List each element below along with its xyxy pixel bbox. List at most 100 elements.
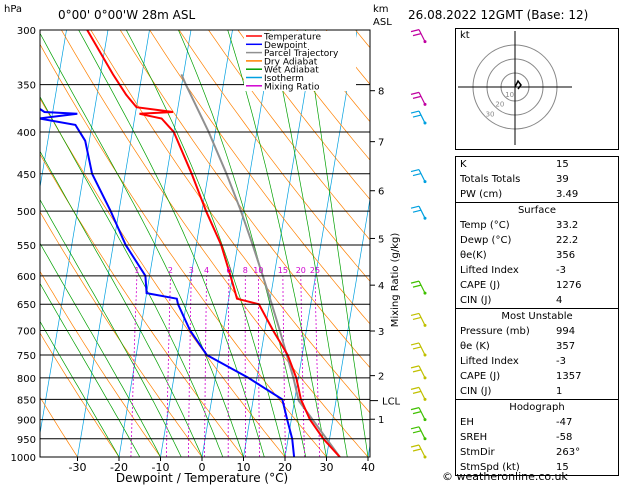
wind-barb	[410, 386, 426, 400]
mixing-ratio-label: 10	[253, 266, 263, 275]
surface-label: CAPE (J)	[460, 280, 501, 291]
isotherm-line	[118, 30, 192, 457]
plot-frame	[39, 29, 371, 458]
index-value: 39	[556, 174, 569, 185]
legend-entry: Dewpoint	[264, 41, 307, 51]
mixing-ratio-line	[258, 275, 260, 457]
km-tick-label: 6	[378, 187, 384, 198]
wet-adiabat-line	[125, 30, 286, 457]
wind-barb-dot	[423, 102, 427, 106]
surface-value: 22.2	[556, 235, 579, 246]
datetime-title: 26.08.2022 12GMT (Base: 12)	[408, 8, 589, 22]
wet-adiabat-line	[40, 242, 161, 457]
hodograph-param-row: EH -47	[456, 415, 618, 430]
pressure-tick-label: 450	[17, 170, 36, 181]
hodograph-ring-label: 30	[486, 110, 495, 118]
footer-credit: © weatheronline.co.uk	[442, 470, 568, 483]
km-tick-label: 2	[378, 372, 384, 383]
wind-barb	[410, 342, 426, 356]
wind-barb-dot	[423, 437, 427, 441]
pressure-tick-label: 950	[17, 435, 36, 446]
pressure-tick-label: 650	[17, 300, 36, 311]
most-unstable-label: CIN (J)	[460, 386, 492, 397]
mixing-ratio-label: 20	[296, 266, 306, 275]
mixing-ratio-line	[166, 275, 171, 457]
pressure-tick-label: 1000	[11, 453, 36, 464]
pressure-tick-label: 400	[17, 128, 36, 139]
most-unstable-row: Lifted Index -3	[456, 354, 618, 369]
mixing-ratio-line	[130, 275, 138, 457]
km-tick-label: 4	[378, 281, 384, 292]
isotherm-line	[77, 30, 150, 457]
dry-adiabat-line	[178, 30, 370, 282]
surface-value: 4	[556, 295, 563, 306]
wind-barb-dot	[423, 418, 427, 422]
most-unstable-value: 994	[556, 326, 576, 337]
most-unstable-value: 1	[556, 386, 563, 397]
wet-adiabat-line	[40, 320, 120, 457]
hpa-label: hPa	[4, 4, 23, 15]
wind-barb-dot	[423, 353, 427, 357]
wet-adiabat-line	[40, 198, 182, 457]
pressure-tick-label: 750	[17, 351, 36, 362]
mixing-ratio-line	[282, 275, 286, 457]
pressure-tick-label: 900	[17, 416, 36, 427]
surface-row: CAPE (J) 1276	[456, 278, 618, 293]
most-unstable-label: Pressure (mb)	[460, 326, 530, 337]
pressure-tick-label: 600	[17, 272, 36, 283]
hodograph-param-value: 15	[556, 462, 569, 473]
legend-entry: Parcel Trajectory	[264, 49, 339, 59]
wind-barb-dot	[423, 40, 427, 44]
surface-label: CIN (J)	[460, 295, 492, 306]
surface-value: -3	[556, 265, 566, 276]
temp-tick-label: -30	[69, 461, 87, 474]
index-label: K	[460, 159, 467, 170]
dry-adiabat-line	[237, 30, 370, 200]
legend-entry: Temperature	[263, 33, 321, 43]
wet-adiabat-line	[40, 282, 141, 457]
wind-barb-dot	[423, 397, 427, 401]
most-unstable-label: θe (K)	[460, 341, 490, 352]
wind-barb-dot	[423, 180, 427, 184]
hodograph-param-row: StmSpd (kt) 15	[456, 460, 618, 475]
mixing-ratio-label: 15	[278, 266, 288, 275]
mixing-ratio-line	[188, 275, 192, 457]
mixing-ratio-line	[204, 275, 207, 457]
dry-adiabat-line	[208, 30, 370, 241]
plot-axes: 3003504004505005506006507007508008509009…	[11, 26, 401, 485]
lcl-label: LCL	[382, 397, 401, 408]
isotherm-line	[40, 30, 67, 190]
hodograph-param-label: StmDir	[460, 447, 495, 458]
temp-tick-label: -10	[152, 461, 170, 474]
temp-tick-label: 40	[361, 461, 375, 474]
wind-barb	[410, 29, 426, 42]
temp-tick-label: 0	[199, 461, 206, 474]
wet-adiabat-line	[305, 30, 369, 457]
most-unstable-title: Most Unstable	[501, 311, 573, 322]
mixing-ratio-label: 2	[168, 266, 173, 275]
surface-row: θe(K) 356	[456, 248, 618, 263]
most-unstable-row: θe (K) 357	[456, 339, 618, 354]
most-unstable-value: 357	[556, 341, 576, 352]
surface-label: θe(K)	[460, 250, 487, 261]
wind-barbs	[410, 29, 427, 459]
hodograph-param-label: EH	[460, 417, 474, 428]
dewpoint-line	[40, 107, 296, 457]
pressure-tick-label: 800	[17, 374, 36, 385]
pressure-tick-label: 350	[17, 81, 36, 92]
wet-adiabat-line	[40, 150, 203, 457]
most-unstable-row: CAPE (J) 1357	[456, 369, 618, 384]
legend-entry: Mixing Ratio	[264, 82, 320, 92]
temp-tick-label: 30	[320, 461, 334, 474]
mixing-ratio-axis-label: Mixing Ratio (g/kg)	[390, 233, 401, 328]
dry-adiabat-line	[266, 30, 370, 161]
location-title: 0°00' 0°00'W 28m ASL	[58, 8, 196, 22]
most-unstable-section: Most Unstable Pressure (mb) 994 θe (K) 357 L…	[456, 308, 618, 399]
most-unstable-row: Pressure (mb) 994	[456, 324, 618, 339]
dry-adiabat-line	[40, 396, 78, 457]
mixing-ratio-label: 25	[310, 266, 320, 275]
hodograph-param-value: -58	[556, 432, 573, 443]
wind-barb	[410, 444, 426, 458]
mixing-ratio-label: 8	[243, 266, 248, 275]
